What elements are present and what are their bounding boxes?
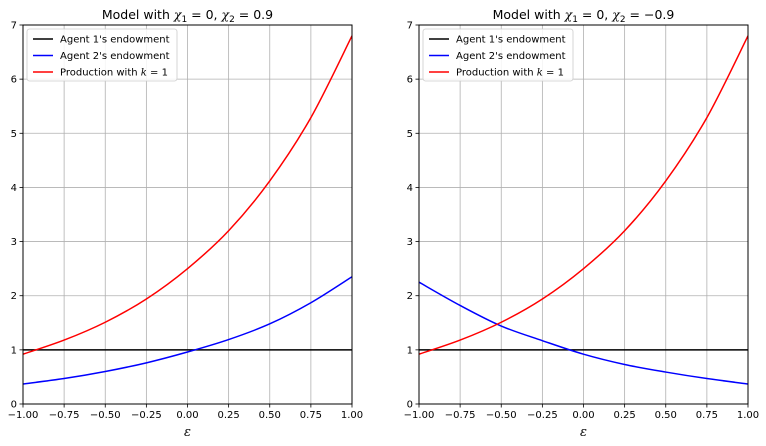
series-line-2	[23, 276, 352, 385]
x-tick-label: −0.25	[131, 410, 162, 421]
legend-box	[422, 28, 574, 82]
x-tick-label: −1.00	[404, 410, 435, 421]
y-tick-label: 6	[11, 75, 17, 86]
y-tick-label: 4	[11, 183, 17, 194]
series-line-2	[419, 281, 748, 385]
x-tick-label: 0.75	[300, 410, 322, 421]
x-tick-label: 0.75	[696, 410, 718, 421]
x-tick-label: −1.00	[8, 410, 39, 421]
y-tick-label: 4	[407, 183, 413, 194]
x-tick-label: −0.25	[527, 410, 558, 421]
y-tick-label: 2	[407, 291, 413, 302]
legend: Agent 1's endowment Agent 2's endowment Pr…	[26, 28, 178, 82]
chart-panel-1: −1.00 −0.75 −0.50 −0.25 0.00 0.25 0.50 0.75 1.00…	[8, 7, 363, 440]
x-tick-label: −0.50	[90, 410, 121, 421]
legend: Agent 1's endowment Agent 2's endowment Pr…	[422, 28, 574, 82]
legend-label-2: Agent 2's endowment	[456, 51, 566, 62]
legend-label-3: Production with k = 1	[60, 68, 168, 79]
x-tick-label: −0.75	[445, 410, 476, 421]
x-tick-label: 0.25	[613, 410, 635, 421]
y-tick-label: 0	[407, 400, 413, 411]
x-tick-label: 0.00	[572, 410, 594, 421]
y-tick-label: 7	[11, 21, 17, 32]
y-tick-label: 1	[11, 345, 17, 356]
x-tick-label: 0.00	[176, 410, 198, 421]
x-tick-label: −0.75	[49, 410, 80, 421]
legend-label-1: Agent 1's endowment	[60, 35, 170, 46]
x-tick-label: 1.00	[737, 410, 759, 421]
legend-box	[26, 28, 178, 82]
x-tick-label: −0.50	[486, 410, 517, 421]
series-line-3	[23, 35, 352, 355]
y-tick-label: 7	[407, 21, 413, 32]
chart-title: Model with χ1 = 0, χ2 = 0.9	[102, 7, 273, 25]
x-tick-label: 0.25	[217, 410, 239, 421]
x-tick-label: 1.00	[341, 410, 363, 421]
legend-label-3: Production with k = 1	[456, 68, 564, 79]
y-tick-label: 3	[407, 237, 413, 248]
x-tick-label: 0.50	[655, 410, 677, 421]
x-axis-label: ε	[184, 425, 191, 440]
y-tick-label: 3	[11, 237, 17, 248]
series-line-3	[419, 35, 748, 355]
legend-label-2: Agent 2's endowment	[60, 51, 170, 62]
y-tick-label: 5	[407, 129, 413, 140]
y-tick-label: 0	[11, 400, 17, 411]
x-tick-label: 0.50	[259, 410, 281, 421]
y-tick-label: 5	[11, 129, 17, 140]
legend-label-1: Agent 1's endowment	[456, 35, 566, 46]
y-tick-label: 6	[407, 75, 413, 86]
chart-panel-2: −1.00 −0.75 −0.50 −0.25 0.00 0.25 0.50 0.75 1.00…	[404, 7, 759, 440]
x-axis-label: ε	[580, 425, 587, 440]
y-tick-label: 2	[11, 291, 17, 302]
chart-title: Model with χ1 = 0, χ2 = −0.9	[493, 7, 675, 25]
y-tick-label: 1	[407, 345, 413, 356]
